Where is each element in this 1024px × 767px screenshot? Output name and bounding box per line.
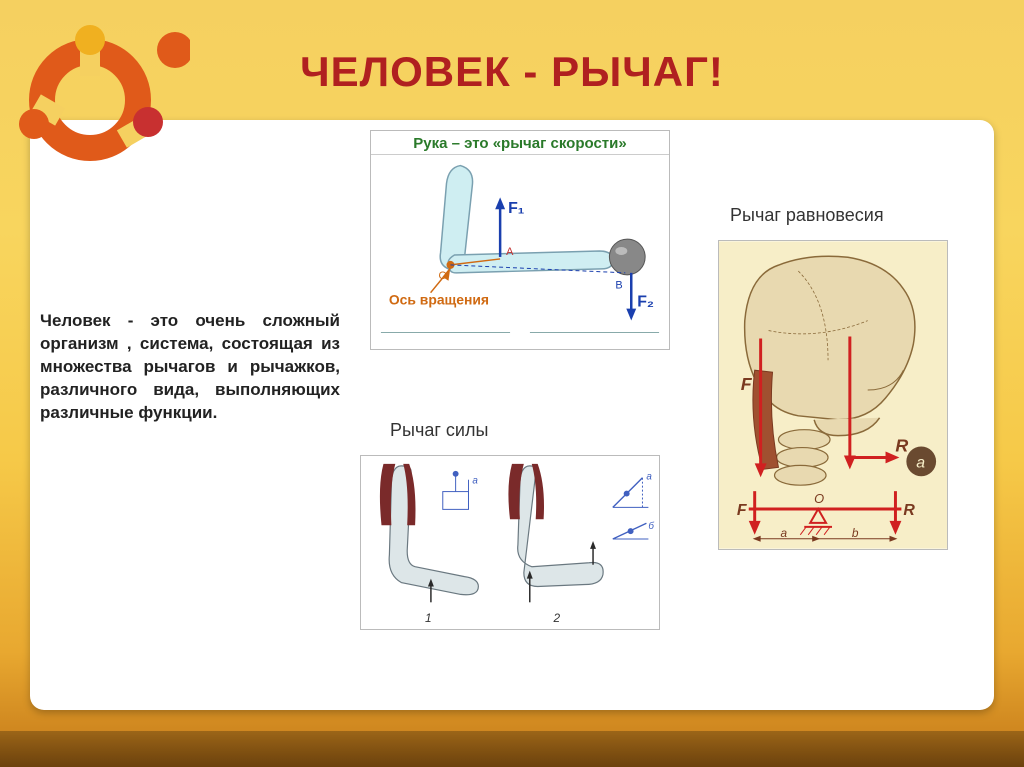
content-panel: Человек - это очень сложный организм , с…: [30, 120, 994, 710]
axis-label: Ось вращения: [389, 292, 489, 308]
label-a: A: [506, 246, 514, 258]
skull-F: F: [737, 502, 748, 519]
schem-a2: а: [646, 472, 652, 483]
skull-b: b: [852, 526, 859, 540]
skull-O: O: [814, 491, 824, 506]
body-text: Человек - это очень сложный организм , с…: [40, 310, 340, 425]
label-f1: F₁: [508, 200, 525, 217]
figure-arm-lever: Рука – это «рычаг скорости» F₁ A B F₂: [370, 130, 670, 350]
skull-F-vert: F: [741, 374, 753, 394]
skull-badge: а: [916, 454, 925, 471]
skull-R: R: [895, 436, 908, 456]
ubuntu-logo: [10, 10, 190, 190]
figure-skull-lever: F R а O F: [718, 240, 948, 550]
caption-balance-lever: Рычаг равновесия: [730, 205, 884, 226]
label-b: B: [615, 280, 622, 292]
schem-a: а: [472, 476, 478, 487]
label-f2: F₂: [637, 294, 654, 311]
arm-figure-title: Рука – это «рычаг скорости»: [371, 131, 669, 155]
skull-R2: R: [903, 502, 915, 519]
figure-foot-lever: 1 2 а: [360, 455, 660, 630]
caption-force-lever: Рычаг силы: [390, 420, 488, 441]
label-o: O: [439, 270, 447, 282]
foot-label-2: 2: [552, 611, 560, 625]
footer-bar: [0, 731, 1024, 767]
skull-a: a: [780, 526, 787, 540]
foot-label-1: 1: [425, 611, 432, 625]
schem-b: б: [648, 521, 654, 532]
